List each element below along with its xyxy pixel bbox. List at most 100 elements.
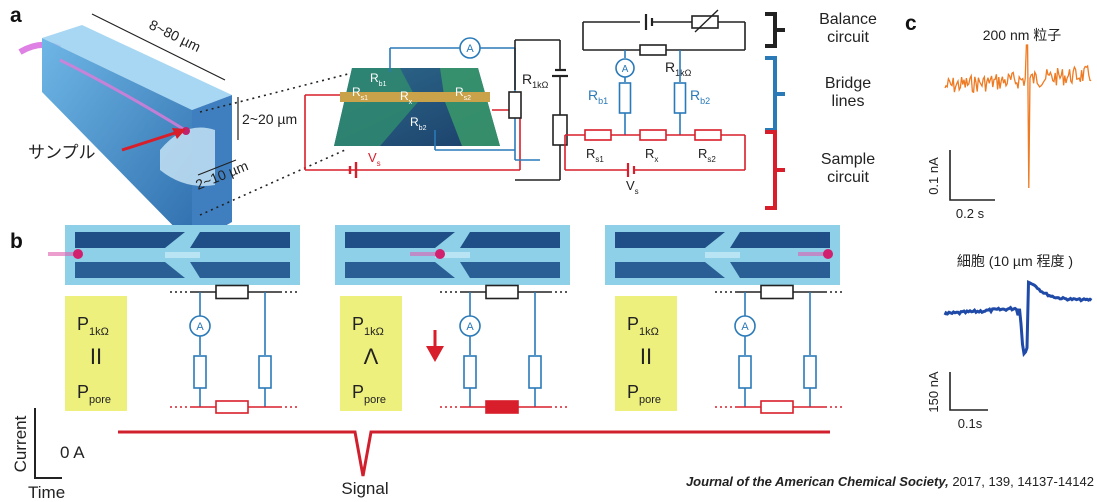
label: 細胞 (10 µm 程度 ) <box>957 253 1073 269</box>
label-sub: s1 <box>595 155 604 164</box>
label: Signal <box>341 479 388 498</box>
channel-electrode <box>190 262 290 278</box>
label-base: R <box>665 59 675 75</box>
particle <box>435 249 445 259</box>
sub-label: Rs1 <box>586 146 604 164</box>
label-base: P <box>352 314 364 334</box>
resistor <box>486 401 518 413</box>
label-base: R <box>698 146 707 161</box>
label-base: R <box>690 87 700 103</box>
bracket <box>765 58 785 130</box>
label: A <box>466 321 474 333</box>
figure: a8~80 µm2~20 µm2~10 µmサンプルVsRb1Rs1RxRs2R… <box>0 0 1097 502</box>
label-base: V <box>368 150 377 165</box>
trace-cell <box>945 282 1092 353</box>
label: II <box>640 344 652 369</box>
resistor <box>804 356 816 388</box>
channel-gap <box>165 252 200 258</box>
label-base: P <box>352 382 364 402</box>
label: circuit <box>827 29 869 46</box>
label: 0.2 s <box>956 206 985 221</box>
label-base: R <box>455 85 464 99</box>
label-base: R <box>586 146 595 161</box>
channel-gap <box>705 252 740 258</box>
resistor <box>216 401 248 413</box>
label-sub: b1 <box>598 96 608 106</box>
page: a8~80 µm2~20 µm2~10 µmサンプルVsRb1Rs1RxRs2R… <box>0 0 1097 502</box>
sub-label: Vs <box>626 178 639 196</box>
label-base: P <box>77 382 89 402</box>
label: Λ <box>364 344 379 369</box>
resistor <box>640 45 666 55</box>
label: A <box>196 321 204 333</box>
label: 0.1s <box>958 416 983 431</box>
label: Sample <box>821 151 875 168</box>
label-sub: 1kΩ <box>639 326 659 338</box>
resistor <box>529 356 541 388</box>
sub-label: Rs2 <box>698 146 716 164</box>
resistor <box>620 83 631 113</box>
scale-bar <box>35 408 62 478</box>
resistor <box>216 286 248 299</box>
bracket <box>765 132 785 208</box>
citation-journal: Journal of the American Chemical Society… <box>686 474 949 489</box>
resistor <box>486 286 518 299</box>
channel-electrode <box>460 232 560 248</box>
label-sub: s2 <box>707 155 716 164</box>
label: 150 nA <box>926 371 941 413</box>
label-base: R <box>410 115 419 129</box>
label-base: P <box>77 314 89 334</box>
label-base: R <box>645 146 654 161</box>
label: A <box>622 64 629 75</box>
channel-electrode <box>730 232 830 248</box>
sub-label: Rb2 <box>690 87 710 106</box>
label: a <box>10 4 22 27</box>
label-sub: x <box>654 155 658 164</box>
label-sub: b2 <box>419 125 427 132</box>
citation: Journal of the American Chemical Society… <box>686 474 1094 489</box>
particle <box>73 249 83 259</box>
arrow-head <box>426 346 444 362</box>
channel-electrode <box>460 262 560 278</box>
label-sub: x <box>409 99 413 106</box>
label-sub: 1kΩ <box>89 326 109 338</box>
label: Time <box>28 483 65 502</box>
label-sub: b1 <box>379 81 387 88</box>
label-sub: s <box>635 187 639 196</box>
current-trace <box>118 432 830 476</box>
scale-bar <box>950 150 995 200</box>
label: Current <box>11 415 30 472</box>
label-sub: s1 <box>361 95 369 102</box>
resistor <box>761 286 793 299</box>
label-sub: s2 <box>464 95 472 102</box>
particle <box>823 249 833 259</box>
resistor <box>695 130 721 140</box>
label-base: R <box>352 85 361 99</box>
label-base: P <box>627 382 639 402</box>
label: b <box>10 230 23 253</box>
trace-particle <box>945 45 1091 188</box>
label-sub: b2 <box>700 96 710 106</box>
label: circuit <box>827 169 869 186</box>
label-base: P <box>627 314 639 334</box>
channel-electrode <box>190 232 290 248</box>
resistor <box>761 401 793 413</box>
label: 200 nm 粒子 <box>983 27 1062 43</box>
sub-label: Rx <box>645 146 658 164</box>
label: II <box>90 344 102 369</box>
resistor <box>259 356 271 388</box>
label: 8~80 µm <box>147 16 204 55</box>
label-sub: 1kΩ <box>364 326 384 338</box>
label: 0 A <box>60 443 85 462</box>
resistor <box>464 356 476 388</box>
bracket <box>765 14 785 46</box>
label: 0.1 nA <box>926 157 941 195</box>
label-sub: pore <box>89 394 111 406</box>
label-sub: 1kΩ <box>532 80 549 90</box>
sub-label: Vs <box>368 150 381 168</box>
scale-bar <box>950 372 988 410</box>
label: lines <box>832 93 865 110</box>
label-base: V <box>626 178 635 193</box>
label-base: R <box>522 71 532 87</box>
resistor <box>675 83 686 113</box>
